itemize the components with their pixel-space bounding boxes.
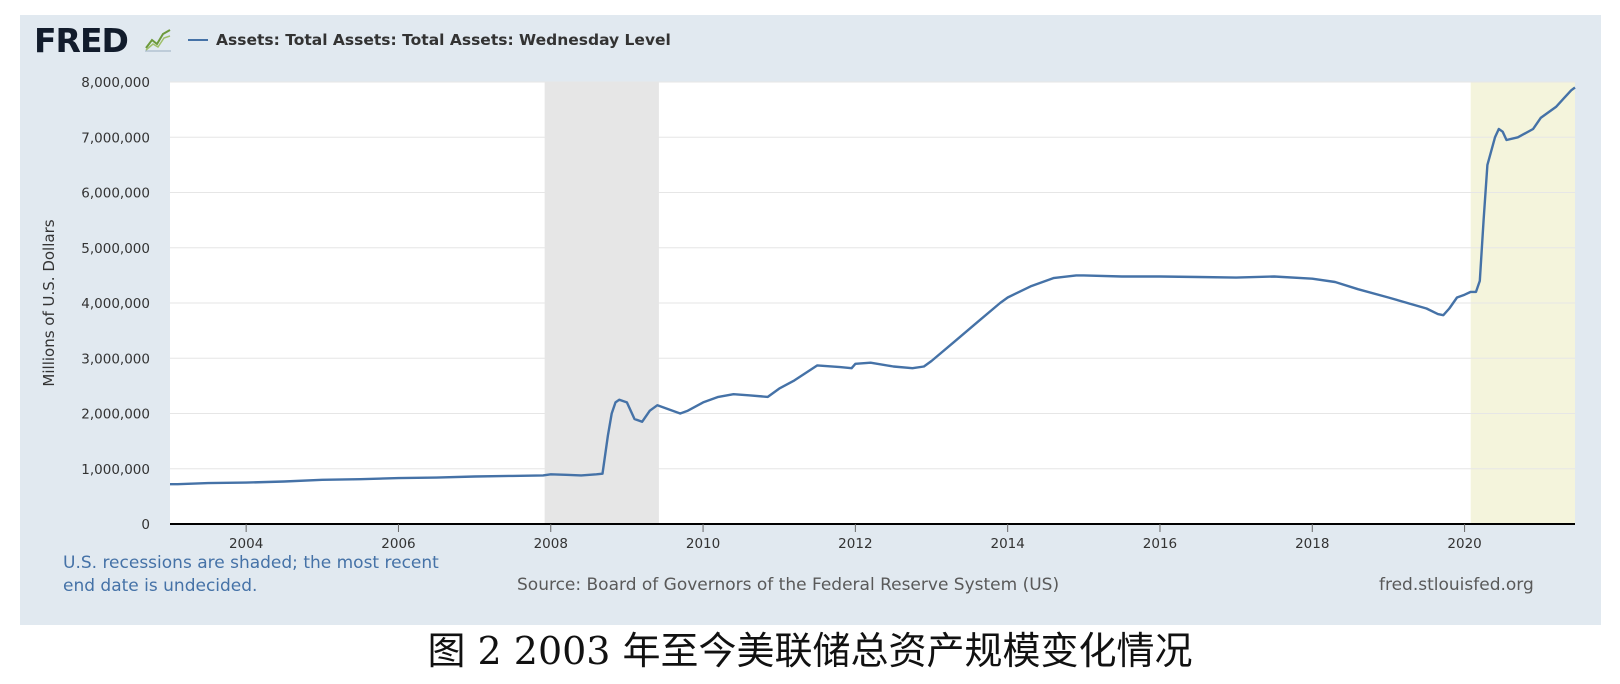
- x-tick-label: 2020: [1447, 536, 1481, 552]
- y-tick-label: 5,000,000: [81, 241, 150, 257]
- legend[interactable]: Assets: Total Assets: Total Assets: Wedn…: [188, 31, 671, 49]
- chart-plot: 2004 2006 2008 2010 2012 2014 2016 2018 2020 0 1,…: [40, 75, 1576, 552]
- x-tick-label: 2014: [990, 536, 1024, 552]
- legend-swatch: [188, 39, 208, 41]
- x-tick-label: 2016: [1143, 536, 1177, 552]
- y-axis-label: Millions of U.S. Dollars: [40, 219, 58, 386]
- y-tick-label: 7,000,000: [81, 130, 150, 146]
- source-note: Source: Board of Governors of the Federa…: [517, 575, 1060, 595]
- y-tick-label: 6,000,000: [81, 186, 150, 202]
- figure-caption: 图 2 2003 年至今美联储总资产规模变化情况: [427, 629, 1193, 673]
- x-tick-label: 2010: [686, 536, 720, 552]
- y-tick-label: 0: [141, 517, 150, 533]
- x-tick-label: 2006: [381, 536, 415, 552]
- y-tick-label: 2,000,000: [81, 407, 150, 423]
- recession-note-line1: U.S. recessions are shaded; the most rec…: [63, 553, 439, 573]
- x-tick-label: 2012: [838, 536, 872, 552]
- y-tick-label: 4,000,000: [81, 296, 150, 312]
- x-tick-label: 2008: [534, 536, 568, 552]
- series: [170, 86, 1576, 486]
- site-link[interactable]: fred.stlouisfed.org: [1379, 575, 1534, 595]
- grid: [170, 81, 1575, 470]
- series-line: [170, 86, 1576, 486]
- x-tick-label: 2004: [229, 536, 263, 552]
- x-axis-ticks: 2004 2006 2008 2010 2012 2014 2016 2018 2020: [229, 524, 1482, 552]
- fred-logo[interactable]: FRED: [34, 21, 129, 60]
- y-axis-ticks: 0 1,000,000 2,000,000 3,000,000 4,000,000 5,0…: [81, 75, 150, 533]
- recession-note-line2: end date is undecided.: [63, 576, 258, 596]
- chart-line-icon: [145, 28, 171, 52]
- recession-note: U.S. recessions are shaded; the most rec…: [63, 552, 483, 598]
- y-tick-label: 8,000,000: [81, 75, 150, 91]
- legend-label: Assets: Total Assets: Total Assets: Wedn…: [216, 31, 671, 49]
- y-tick-label: 1,000,000: [81, 462, 150, 478]
- x-tick-label: 2018: [1295, 536, 1329, 552]
- y-tick-label: 3,000,000: [81, 351, 150, 367]
